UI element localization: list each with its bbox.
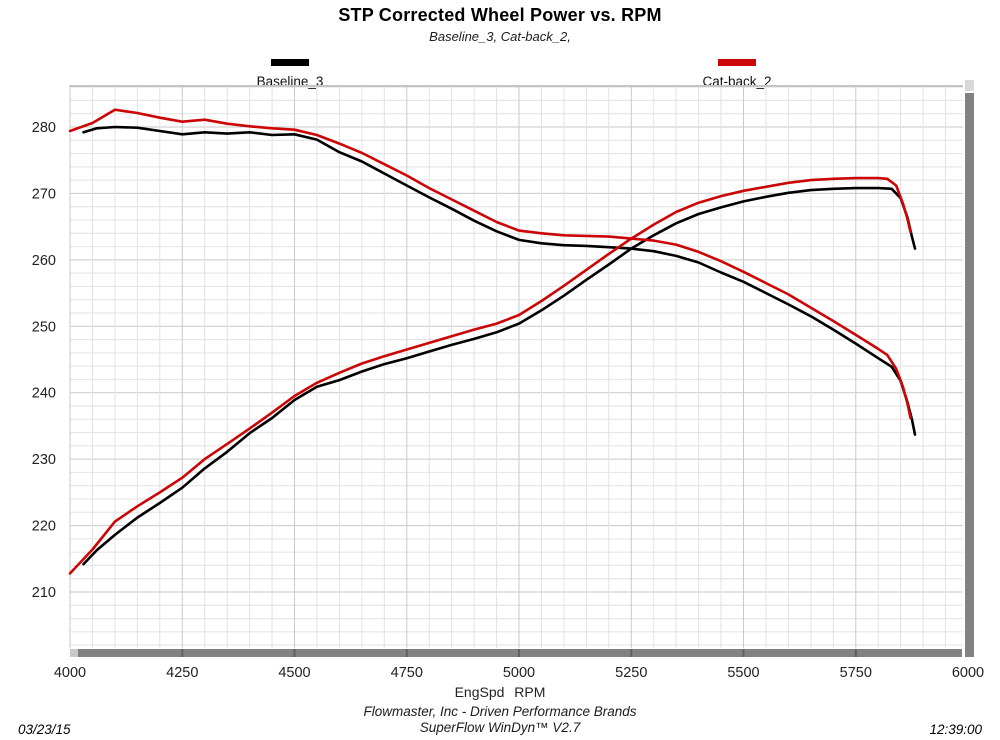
x-tick-label: 5750 — [840, 665, 872, 681]
y-axis-bar — [965, 93, 974, 657]
footer-brand-line: Flowmaster, Inc - Driven Performance Bra… — [363, 704, 637, 719]
x-tick-label: 4750 — [391, 665, 423, 681]
x-tick-label: 4000 — [54, 665, 86, 681]
y-tick-label: 270 — [32, 186, 56, 202]
torque-curve-cat-back-2 — [68, 108, 912, 420]
y-tick-label: 250 — [32, 319, 56, 335]
x-axis-bar-tick — [405, 649, 408, 657]
x-tick-label: 4500 — [278, 665, 310, 681]
y-axis-bar-endcap — [965, 80, 974, 91]
x-axis-bar-tick — [742, 649, 745, 657]
x-tick-label: 4250 — [166, 665, 198, 681]
footer-time: 12:39:00 — [929, 722, 982, 737]
x-tick-label: 5250 — [615, 665, 647, 681]
footer-date: 03/23/15 — [18, 722, 71, 737]
x-axis-title: EngSpd RPM — [454, 684, 546, 700]
x-tick-label: 5500 — [727, 665, 759, 681]
plot-top-border — [70, 85, 963, 87]
x-axis-bar-tick — [518, 649, 520, 657]
y-tick-label: 280 — [32, 120, 56, 136]
y-tick-label: 230 — [32, 452, 56, 468]
page-title: STP Corrected Wheel Power vs. RPM — [338, 5, 662, 25]
footer-software-line: SuperFlow WinDyn™ V2.7 — [419, 720, 581, 735]
y-tick-label: 220 — [32, 519, 56, 535]
power-curve-baseline-3 — [82, 186, 917, 566]
x-axis-bar-tick — [854, 649, 857, 657]
legend-swatch-cat-back-2 — [718, 59, 756, 66]
x-axis-bar-tick — [630, 649, 633, 657]
y-tick-label: 240 — [32, 386, 56, 402]
x-axis-bar-endcap — [70, 649, 78, 657]
power-curve-cat-back-2 — [68, 176, 912, 575]
x-tick-label: 5000 — [503, 665, 535, 681]
x-tick-label: 6000 — [952, 665, 984, 681]
x-axis-bar-tick — [181, 649, 184, 657]
page-subtitle: Baseline_3, Cat-back_2, — [429, 29, 571, 44]
torque-curve-baseline-3 — [82, 125, 917, 436]
y-tick-label: 260 — [32, 253, 56, 269]
x-axis-bar-tick — [293, 649, 296, 657]
legend-swatch-baseline-3 — [271, 59, 309, 66]
y-tick-label: 210 — [32, 585, 56, 601]
